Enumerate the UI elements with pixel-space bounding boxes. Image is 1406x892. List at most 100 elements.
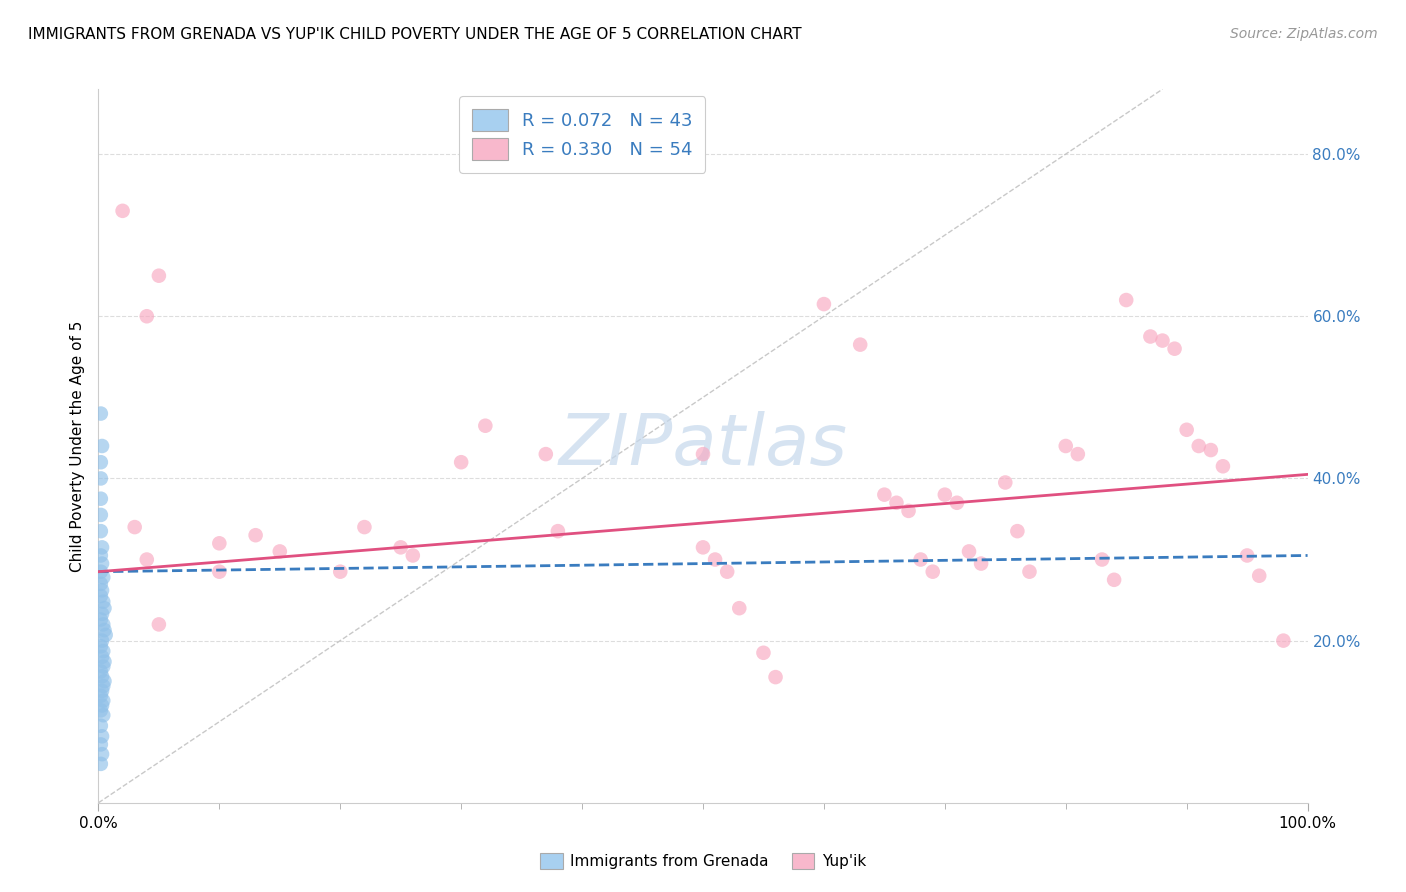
Point [921,565,943,579]
Point [1188,439,1211,453]
Point [93,601,115,615]
Point [353,520,375,534]
Point [245,528,267,542]
Y-axis label: Child Poverty Under the Age of 5: Child Poverty Under the Age of 5 [69,320,84,572]
Point [765,670,787,684]
Point [946,496,969,510]
Point [934,488,956,502]
Point [111,203,134,218]
Point [90,577,112,591]
Point [91,693,114,707]
Point [1139,329,1161,343]
Point [91,708,114,723]
Point [90,756,112,771]
Point [91,729,114,743]
Point [1007,524,1029,538]
Point [90,589,112,603]
Point [1054,439,1077,453]
Point [269,544,291,558]
Point [1199,443,1222,458]
Point [91,583,114,598]
Point [90,524,112,538]
Point [90,703,112,717]
Point [91,617,114,632]
Point [135,552,157,566]
Point [90,738,112,752]
Point [1091,552,1114,566]
Point [94,628,117,642]
Point [849,337,872,351]
Point [91,570,114,584]
Text: Source: ZipAtlas.com: Source: ZipAtlas.com [1230,27,1378,41]
Point [1115,293,1137,307]
Point [1102,573,1125,587]
Point [897,504,920,518]
Point [148,617,170,632]
Point [873,488,896,502]
Point [450,455,472,469]
Point [135,310,157,324]
Point [91,649,114,664]
Point [474,418,496,433]
Point [93,623,115,637]
Point [1152,334,1174,348]
Point [547,524,569,538]
Point [1067,447,1090,461]
Point [970,557,993,571]
Point [90,491,112,506]
Point [329,565,352,579]
Point [752,646,775,660]
Point [91,747,114,761]
Point [886,496,908,510]
Point [1175,423,1198,437]
Point [90,613,112,627]
Text: ZIPatlas: ZIPatlas [558,411,848,481]
Legend: R = 0.072   N = 43, R = 0.330   N = 54: R = 0.072 N = 43, R = 0.330 N = 54 [458,96,706,173]
Point [91,659,114,673]
Point [90,565,112,579]
Point [148,268,170,283]
Point [728,601,751,615]
Point [1212,459,1234,474]
Point [1249,568,1271,582]
Point [1272,633,1295,648]
Point [91,595,114,609]
Point [90,689,112,703]
Point [90,471,112,485]
Point [124,520,146,534]
Point [91,439,114,453]
Point [716,565,738,579]
Point [93,655,115,669]
Point [90,455,112,469]
Point [90,508,112,522]
Point [90,640,112,654]
Point [91,684,114,698]
Point [692,541,714,555]
Point [90,665,112,679]
Point [1236,549,1258,563]
Point [91,607,114,621]
Point [90,549,112,563]
Point [90,407,112,421]
Point [704,552,727,566]
Point [389,541,412,555]
Point [994,475,1017,490]
Point [91,679,114,693]
Point [692,447,714,461]
Point [1163,342,1185,356]
Point [208,536,231,550]
Point [208,565,231,579]
Point [957,544,980,558]
Point [91,633,114,648]
Point [91,541,114,555]
Point [93,674,115,689]
Point [91,698,114,713]
Point [813,297,835,311]
Text: IMMIGRANTS FROM GRENADA VS YUP'IK CHILD POVERTY UNDER THE AGE OF 5 CORRELATION C: IMMIGRANTS FROM GRENADA VS YUP'IK CHILD … [28,27,801,42]
Point [910,552,932,566]
Point [534,447,557,461]
Legend: Immigrants from Grenada, Yup'ik: Immigrants from Grenada, Yup'ik [533,847,873,875]
Point [91,669,114,683]
Point [1018,565,1040,579]
Point [91,644,114,658]
